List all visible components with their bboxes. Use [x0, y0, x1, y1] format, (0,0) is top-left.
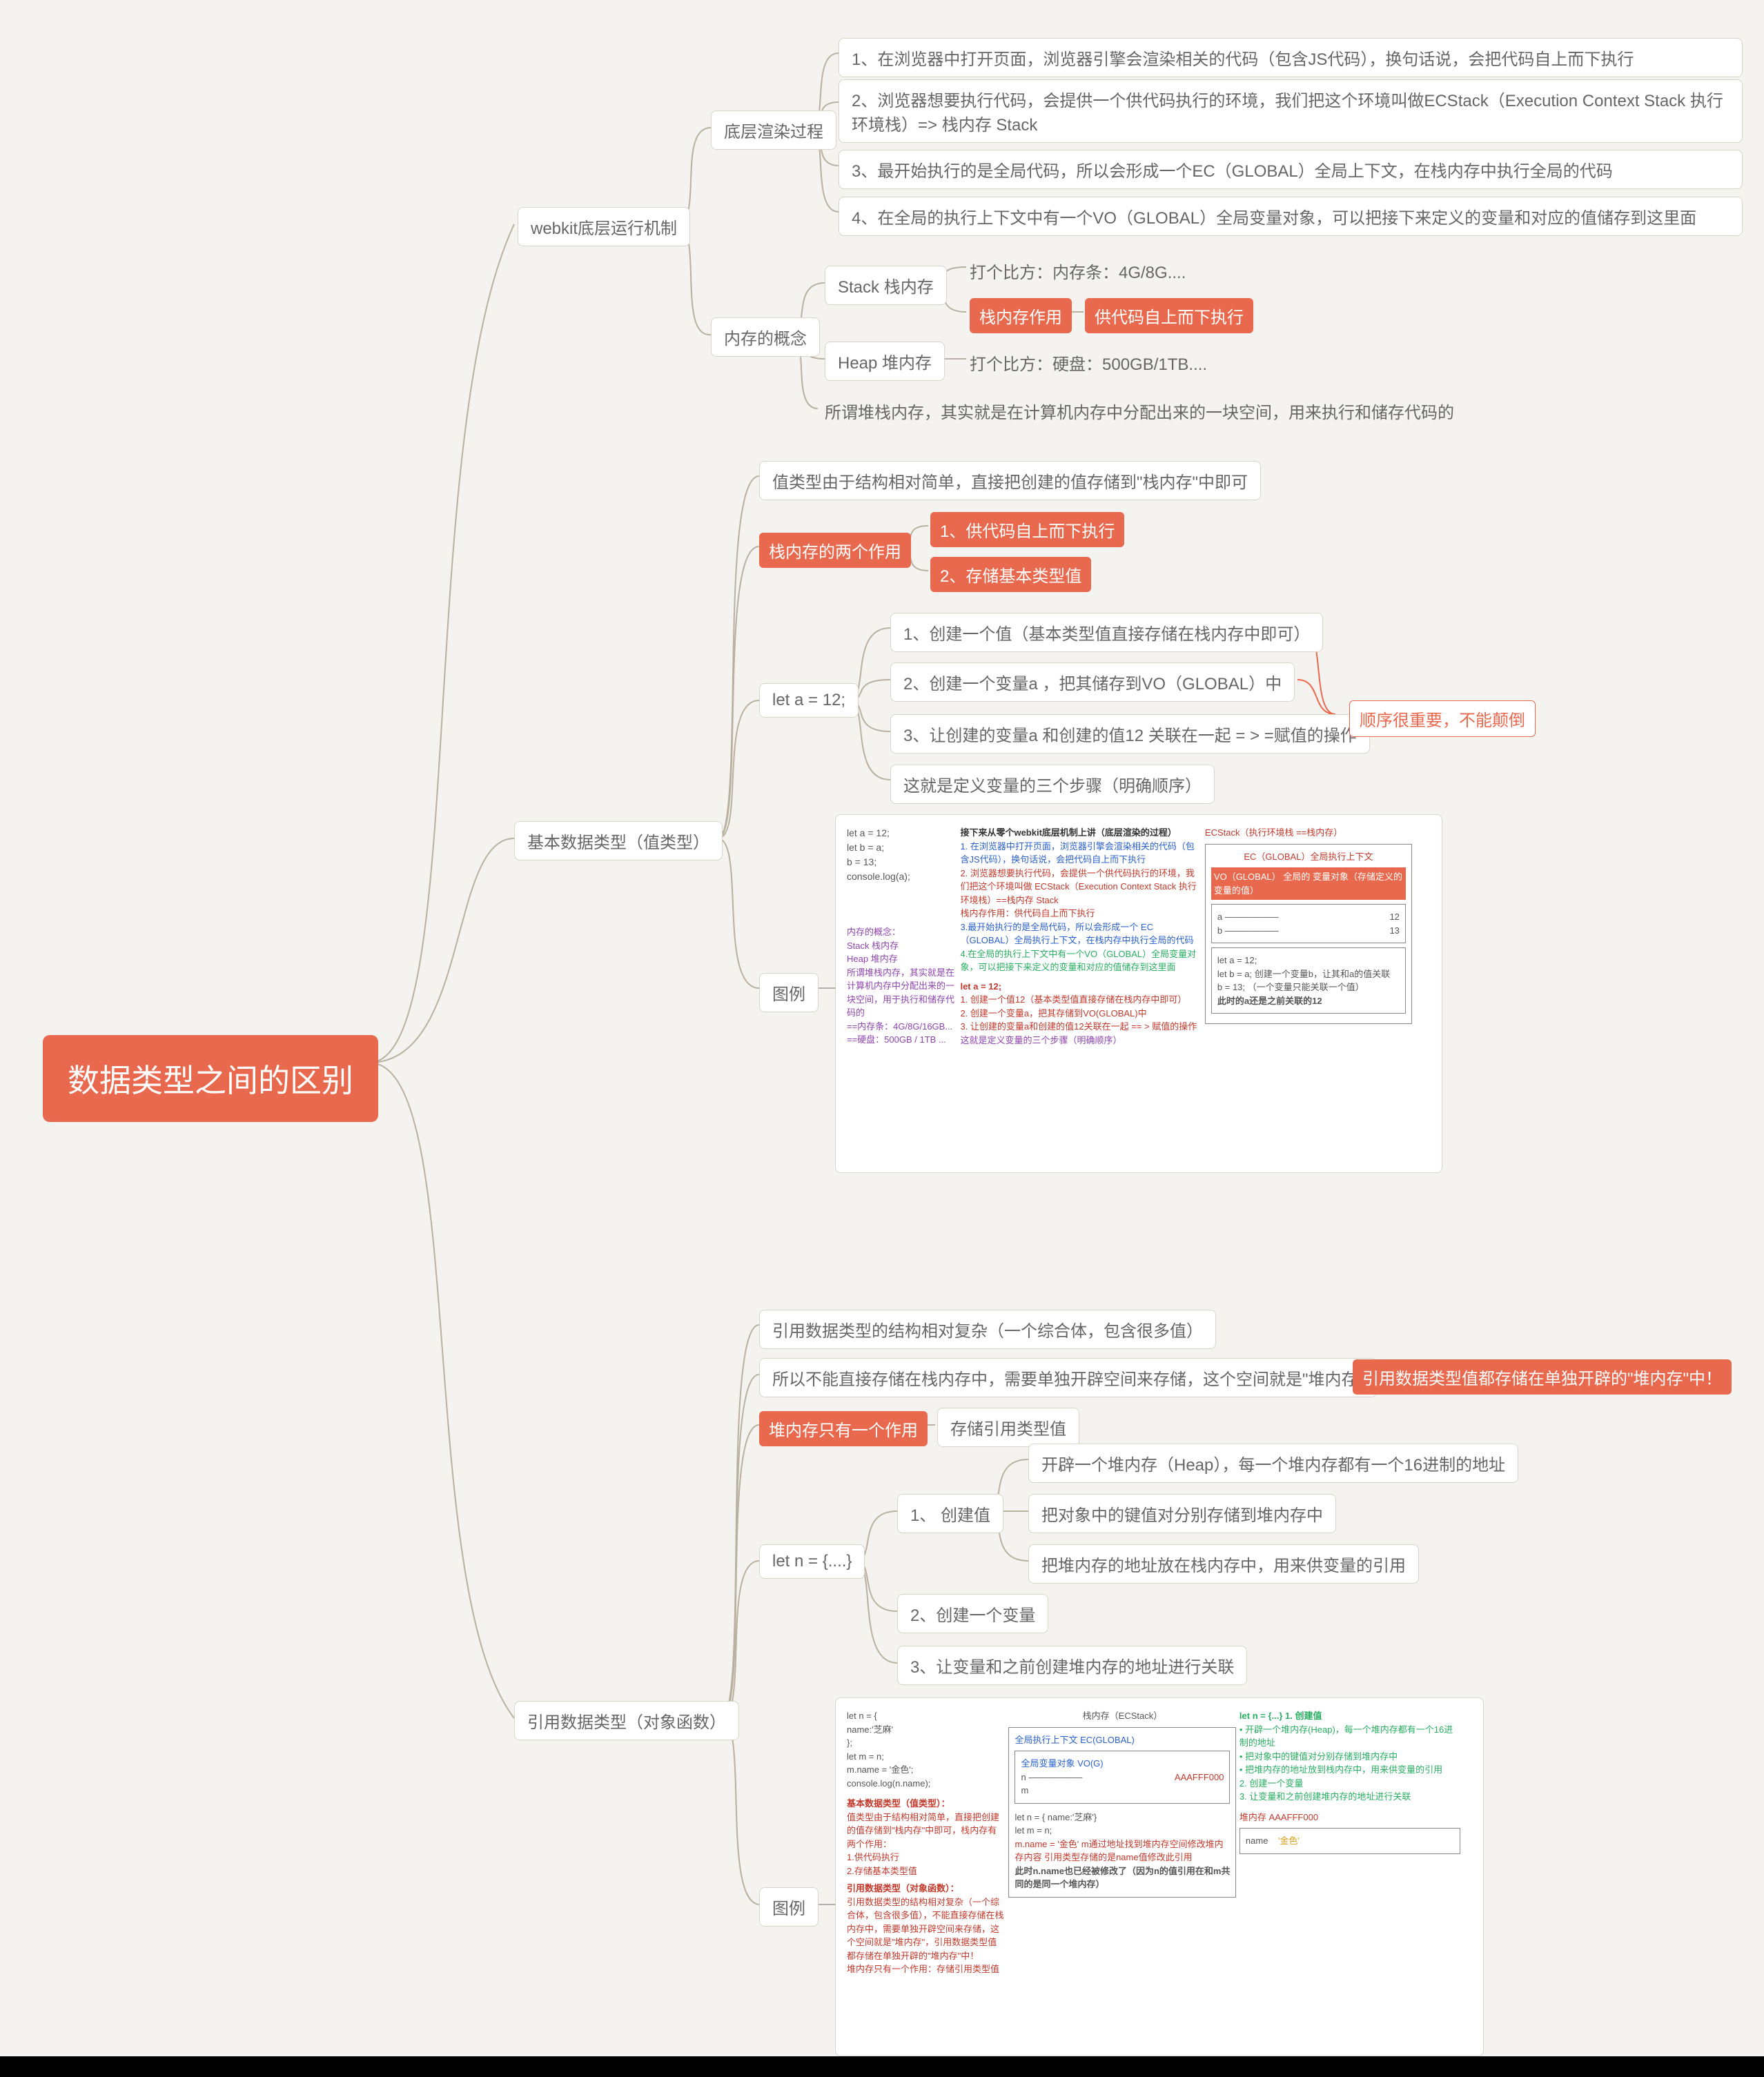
- let-step-2: 2、创建一个变量a ，把其储存到VO（GLOBAL）中: [890, 662, 1295, 702]
- render-step-4: 4、在全局的执行上下文中有一个VO（GLOBAL）全局变量对象，可以把接下来定义…: [839, 197, 1743, 236]
- cv-step-2: 把对象中的键值对分别存储到堆内存中: [1028, 1494, 1336, 1533]
- node-let-a[interactable]: let a = 12;: [759, 683, 859, 718]
- create-value[interactable]: 1、 创建值: [897, 1494, 1003, 1533]
- chip-role-b: 2、存储基本类型值: [930, 557, 1091, 592]
- cv-step-3: 把堆内存的地址放在栈内存中，用来供变量的引用: [1028, 1544, 1419, 1584]
- node-render-process[interactable]: 底层渲染过程: [711, 110, 836, 150]
- mindmap-canvas: 数据类型之间的区别 webkit底层运行机制 底层渲染过程 1、在浏览器中打开页…: [0, 0, 1764, 2077]
- figure-reference-type: let n = { name:'芝麻' }; let m = n; m.name…: [835, 1697, 1484, 2056]
- node-stack[interactable]: Stack 栈内存: [825, 266, 947, 305]
- chip-ref-heap: 引用数据类型值都存储在单独开辟的"堆内存"中！: [1353, 1359, 1732, 1395]
- branch-basic-type[interactable]: 基本数据类型（值类型）: [514, 821, 723, 860]
- cv-2: 2、创建一个变量: [897, 1594, 1048, 1633]
- chip-role-a: 1、供代码自上而下执行: [930, 512, 1124, 547]
- let-note: 这就是定义变量的三个步骤（明确顺序）: [890, 765, 1215, 804]
- fig1-code: let a = 12; let b = a; b = 13; console.l…: [847, 826, 957, 884]
- basic-note-1: 值类型由于结构相对简单，直接把创建的值存储到"栈内存"中即可: [759, 461, 1261, 500]
- fig2-code: let n = { name:'芝麻' }; let m = n; m.name…: [847, 1709, 1006, 1790]
- cv-step-1: 开辟一个堆内存（Heap），每一个堆内存都有一个16进制的地址: [1028, 1444, 1518, 1483]
- heap-hint: 打个比方：硬盘：500GB/1TB....: [970, 351, 1207, 375]
- node-memory-concept[interactable]: 内存的概念: [711, 317, 820, 357]
- node-tuli-1[interactable]: 图例: [759, 973, 819, 1012]
- render-step-2: 2、浏览器想要执行代码，会提供一个供代码执行的环境，我们把这个环境叫做ECSta…: [839, 79, 1743, 143]
- node-let-n[interactable]: let n = {....}: [759, 1544, 865, 1579]
- order-annotation: 顺序很重要，不能颠倒: [1349, 700, 1536, 737]
- chip-stack-exec: 供代码自上而下执行: [1085, 298, 1253, 333]
- stack-hint: 打个比方：内存条：4G/8G....: [970, 259, 1186, 283]
- chip-stack-role: 栈内存作用: [970, 298, 1072, 333]
- branch-webkit[interactable]: webkit底层运行机制: [518, 207, 690, 246]
- let-step-1: 1、创建一个值（基本类型值直接存储在栈内存中即可）: [890, 613, 1323, 652]
- chip-heap-one-role: 堆内存只有一个作用: [759, 1411, 928, 1446]
- ref-note-1: 引用数据类型的结构相对复杂（一个综合体，包含很多值）: [759, 1310, 1216, 1349]
- memory-note: 所谓堆栈内存，其实就是在计算机内存中分配出来的一块空间，用来执行和储存代码的: [825, 399, 1454, 423]
- branch-reference-type[interactable]: 引用数据类型（对象函数）: [514, 1701, 739, 1740]
- let-step-3: 3、让创建的变量a 和创建的值12 关联在一起 = > =赋值的操作: [890, 714, 1370, 754]
- root-node[interactable]: 数据类型之间的区别: [43, 1035, 378, 1122]
- ref-note-2: 所以不能直接存储在栈内存中，需要单独开辟空间来存储，这个空间就是"堆内存": [759, 1358, 1377, 1397]
- figure-basic-type: let a = 12; let b = a; b = 13; console.l…: [835, 814, 1442, 1173]
- cv-3: 3、让变量和之前创建堆内存的地址进行关联: [897, 1646, 1247, 1685]
- node-heap[interactable]: Heap 堆内存: [825, 342, 945, 381]
- node-tuli-2[interactable]: 图例: [759, 1887, 819, 1927]
- footer-bar: [0, 2056, 1764, 2077]
- heap-role-box: 存储引用类型值: [937, 1408, 1079, 1447]
- chip-stack-two-roles: 栈内存的两个作用: [759, 533, 911, 568]
- render-step-3: 3、最开始执行的是全局代码，所以会形成一个EC（GLOBAL）全局上下文，在栈内…: [839, 150, 1743, 189]
- render-step-1: 1、在浏览器中打开页面，浏览器引擎会渲染相关的代码（包含JS代码），换句话说，会…: [839, 38, 1743, 77]
